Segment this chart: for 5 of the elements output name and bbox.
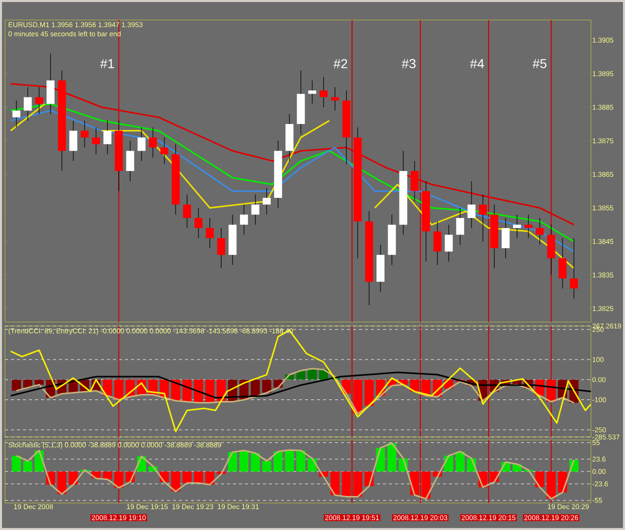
annotation: #1 (100, 59, 114, 68)
annotation: #4 (470, 59, 484, 68)
annotation: #3 (402, 59, 416, 68)
annotation: #5 (532, 59, 546, 68)
annotation: #2 (333, 59, 348, 68)
